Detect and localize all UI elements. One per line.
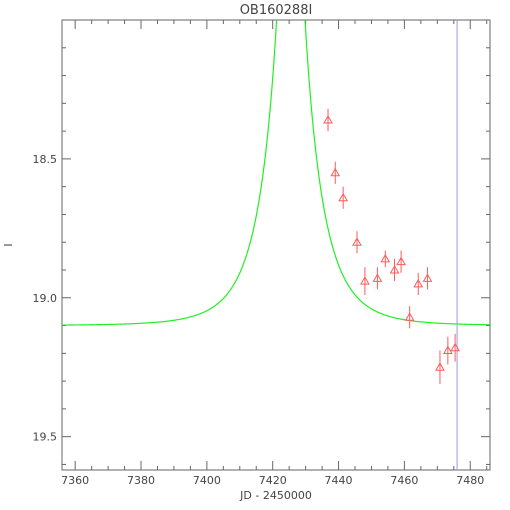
data-point: [372, 267, 383, 290]
model-curve-path: [62, 20, 490, 326]
triangle-marker: [422, 273, 433, 282]
axis-ticks: 7360 7380 7400 7420 7440 7460 7480 18.5 19.0 19.5: [33, 20, 490, 487]
x-tick-label: 7360: [61, 474, 89, 487]
x-tick-label: 7480: [456, 474, 484, 487]
triangle-marker: [389, 264, 400, 274]
data-point: [396, 250, 406, 273]
model-curve: [62, 20, 490, 326]
triangle-marker: [396, 256, 406, 266]
triangle-marker: [338, 192, 349, 202]
triangle-marker: [372, 273, 383, 282]
data-point: [435, 350, 445, 384]
data-point: [422, 267, 433, 290]
data-point: [380, 250, 391, 268]
triangle-marker: [442, 345, 453, 355]
data-point: [338, 186, 349, 209]
triangle-marker: [413, 278, 424, 288]
triangle-marker: [330, 167, 341, 177]
data-point: [323, 108, 333, 132]
data-point: [442, 336, 453, 365]
data-point: [404, 306, 415, 329]
y-tick-label: 19.5: [33, 431, 58, 444]
chart-title: OB160288I: [240, 3, 313, 18]
data-point: [413, 272, 424, 295]
data-points: [323, 108, 460, 384]
x-axis-label: JD - 2450000: [239, 489, 312, 502]
x-tick-label: 7440: [325, 474, 353, 487]
data-point: [352, 231, 362, 254]
triangle-marker: [360, 276, 370, 285]
triangle-marker: [435, 362, 445, 371]
triangle-marker: [380, 253, 391, 263]
y-tick-label: 18.5: [33, 153, 58, 166]
plot-area: 7360 7380 7400 7420 7440 7460 7480 18.5 19.0 19.5: [33, 19, 491, 487]
triangle-marker: [404, 312, 415, 321]
y-axis-label: I: [2, 243, 15, 246]
x-tick-label: 7400: [193, 474, 221, 487]
data-point: [389, 258, 400, 282]
triangle-marker: [450, 342, 460, 352]
x-tick-label: 7420: [259, 474, 287, 487]
data-point: [360, 267, 370, 295]
data-point: [330, 161, 341, 184]
data-point: [450, 333, 460, 362]
x-tick-label: 7380: [127, 474, 155, 487]
triangle-marker: [352, 237, 362, 246]
triangle-marker: [323, 114, 333, 124]
x-tick-label: 7460: [390, 474, 418, 487]
plot-frame: [61, 19, 491, 471]
y-tick-label: 19.0: [33, 292, 58, 305]
